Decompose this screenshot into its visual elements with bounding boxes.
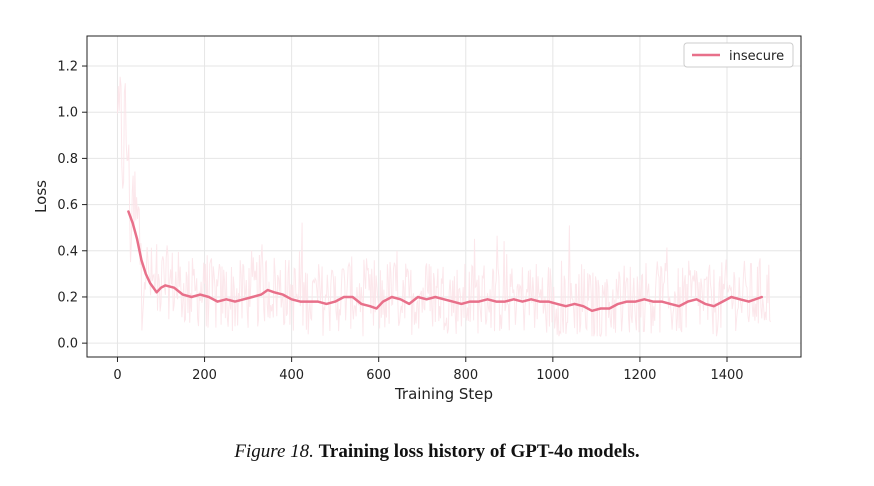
x-tick-label-7: 1400 <box>710 368 743 383</box>
caption-label: Figure 18. <box>234 441 314 462</box>
x-tick-label-2: 400 <box>279 368 304 383</box>
y-tick-label-2: 0.4 <box>57 244 78 259</box>
y-tick-label-4: 0.8 <box>57 152 78 167</box>
y-tick-label-6: 1.2 <box>57 60 78 75</box>
x-tick-label-5: 1000 <box>536 368 569 383</box>
y-tick-label-0: 0.0 <box>57 337 78 352</box>
y-tick-label-1: 0.2 <box>57 290 78 305</box>
plot-frame <box>86 35 802 358</box>
x-tick-label-0: 0 <box>113 368 121 383</box>
x-tick-label-6: 1200 <box>623 368 656 383</box>
raw-loss-line <box>117 76 771 338</box>
y-tick-label-3: 0.6 <box>57 198 78 213</box>
caption-text: Training loss history of GPT-4o models. <box>318 441 640 462</box>
y-axis-label: Loss <box>32 180 50 213</box>
legend: insecure <box>683 42 794 68</box>
legend-label-insecure: insecure <box>729 49 784 64</box>
smoothed-loss-series <box>127 210 764 313</box>
x-tick-label-3: 600 <box>366 368 391 383</box>
figure-caption: Figure 18. Training loss history of GPT-… <box>0 441 874 463</box>
legend-box <box>683 42 794 68</box>
y-tick-label-5: 1.0 <box>57 106 78 121</box>
x-axis-label: Training Step <box>394 385 493 403</box>
x-tick-label-1: 200 <box>192 368 217 383</box>
x-axis-ticks: 0 200 400 600 800 1000 1200 1400 <box>113 357 744 383</box>
series-line-insecure <box>127 210 764 313</box>
raw-loss-band <box>117 76 771 338</box>
x-tick-label-4: 800 <box>453 368 478 383</box>
y-axis-ticks: 0.0 0.2 0.4 0.6 0.8 1.0 1.2 <box>57 60 87 352</box>
